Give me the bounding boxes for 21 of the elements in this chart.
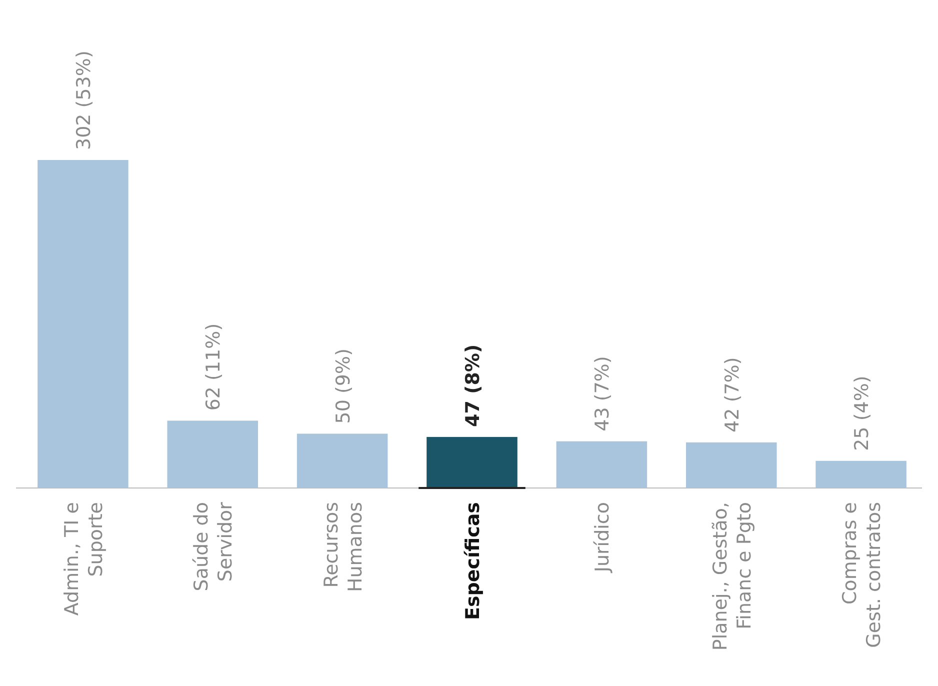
x-tick-label: Saúde do Servidor (190, 502, 237, 592)
data-label: 43 (7%) (592, 356, 614, 432)
bar (38, 160, 128, 488)
data-label: 25 (4%) (851, 376, 874, 451)
x-tick-label: Específicas (462, 502, 484, 620)
x-tick-label: Planej., Gestão, Financ e Pgto (709, 502, 756, 651)
data-label: 47 (8%) (462, 344, 484, 427)
bar (296, 434, 388, 488)
x-tick-label: Jurídico (592, 502, 614, 574)
bar (426, 436, 518, 488)
bar (556, 441, 648, 488)
bar (686, 442, 777, 488)
data-label: 302 (53%) (72, 50, 95, 150)
data-label: 50 (9%) (332, 348, 354, 424)
x-tick-label: Compras e Gest. contratos (839, 502, 886, 648)
bar (167, 420, 258, 488)
x-tick-label: Admin., TI e Suporte (60, 502, 107, 616)
data-label: 42 (7%) (721, 357, 744, 432)
x-tick-label: Recursos Humanos (320, 502, 366, 592)
bar (816, 460, 906, 488)
data-label: 62 (11%) (202, 323, 225, 411)
